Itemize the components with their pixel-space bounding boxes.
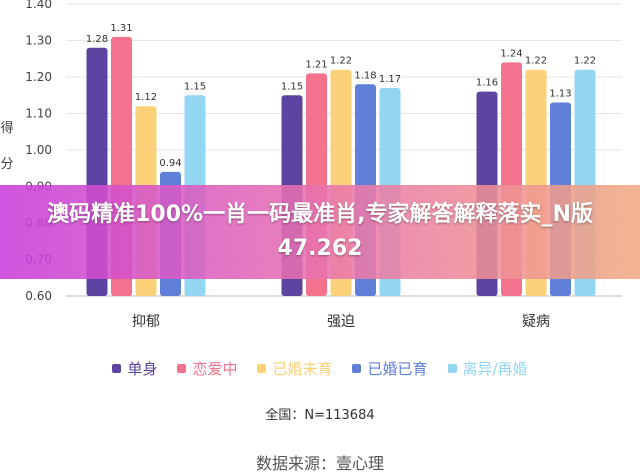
y-tick-label: 1.10 — [25, 107, 52, 121]
data-label: 1.18 — [354, 70, 376, 81]
legend-item: 单身 — [112, 358, 157, 379]
overlay-banner: 澳码精准100%一肖一码最准肖,专家解答解释落实_N版47.262 — [0, 185, 640, 279]
data-label: 1.17 — [379, 74, 401, 85]
chart-legend: 单身 恋爱中 已婚未育 已婚已育 离异/再婚 — [0, 356, 640, 380]
data-label: 1.31 — [110, 23, 132, 34]
data-label: 1.21 — [305, 59, 327, 70]
sample-size-note: 全国：N=113684 — [265, 408, 375, 423]
overlay-banner-text: 澳码精准100%一肖一码最准肖,专家解答解释落实_N版47.262 — [47, 202, 593, 261]
data-label: 1.22 — [574, 56, 596, 67]
data-label: 1.13 — [549, 89, 571, 100]
data-label: 0.94 — [159, 158, 181, 169]
legend-swatch — [112, 363, 122, 373]
legend-label: 已婚未育 — [272, 359, 333, 378]
y-tick-label: 1.20 — [25, 70, 52, 84]
y-tick-label: 1.00 — [25, 143, 52, 157]
data-label: 1.24 — [500, 48, 522, 59]
legend-item: 已婚已育 — [352, 358, 428, 379]
legend-label: 单身 — [127, 359, 158, 378]
legend-swatch — [352, 363, 362, 373]
data-label: 1.15 — [184, 81, 206, 92]
bar-chart: 0.600.700.800.901.001.101.201.301.40得分1.… — [0, 0, 622, 330]
data-label: 1.28 — [86, 34, 108, 45]
x-category-label: 疑病 — [522, 314, 550, 330]
data-label: 1.15 — [281, 81, 303, 92]
legend-swatch — [257, 363, 267, 373]
data-label: 1.22 — [330, 56, 352, 67]
legend-label: 恋爱中 — [192, 359, 238, 378]
legend-item: 已婚未育 — [257, 358, 332, 379]
legend-item: 离异/再婚 — [447, 358, 528, 379]
legend-swatch — [177, 363, 187, 373]
legend-label: 已婚已育 — [367, 359, 428, 378]
legend-label: 离异/再婚 — [462, 359, 528, 378]
x-category-label: 强迫 — [327, 314, 355, 330]
y-axis-label: 分 — [0, 157, 13, 172]
y-tick-label: 1.40 — [25, 0, 52, 11]
data-label: 1.22 — [525, 56, 547, 67]
data-source-note: 数据来源：壹心理 — [255, 454, 384, 473]
x-category-label: 抑郁 — [132, 314, 160, 330]
data-label: 1.12 — [135, 92, 157, 103]
y-axis-label: 得 — [0, 120, 13, 136]
y-tick-label: 0.60 — [25, 289, 52, 303]
y-tick-label: 1.30 — [25, 34, 52, 48]
data-label: 1.16 — [476, 78, 498, 89]
legend-swatch — [447, 363, 457, 373]
legend-item: 恋爱中 — [177, 358, 237, 379]
